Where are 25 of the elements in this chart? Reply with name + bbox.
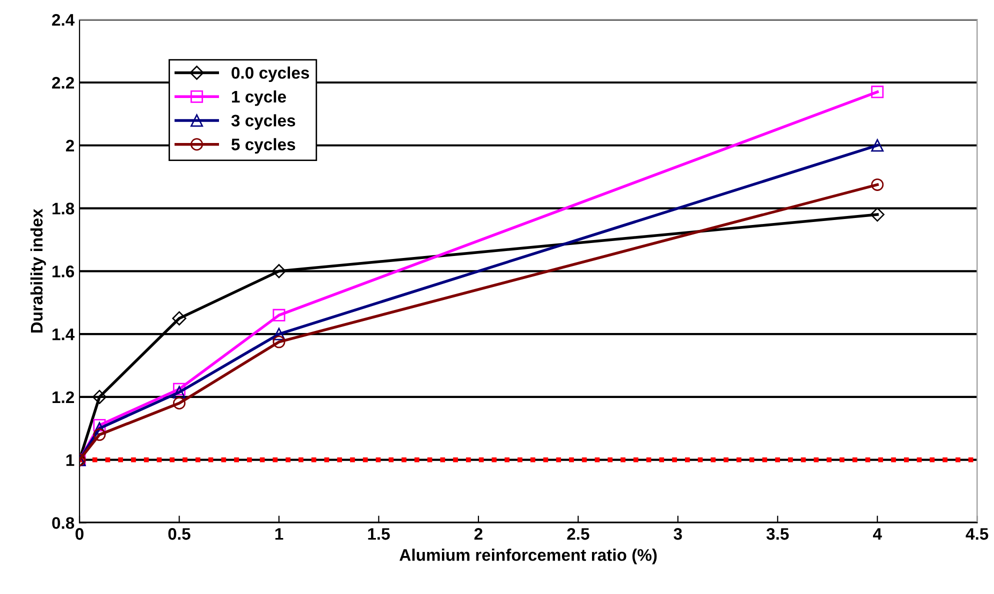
y-tick-label: 0.8: [52, 517, 74, 529]
x-tick-label: 3: [674, 528, 682, 540]
y-axis-title: Durability index: [30, 208, 46, 333]
y-tick-label: 1.4: [52, 328, 75, 340]
y-tick-label: 2.2: [52, 76, 74, 89]
y-tick-label: 1.2: [52, 391, 74, 403]
x-tick-label: 1.5: [368, 528, 390, 540]
y-tick-label: 1: [66, 454, 74, 466]
legend-label: 0.0 cycles: [232, 66, 310, 82]
y-tick-label: 1.8: [52, 202, 74, 214]
x-tick-label: 0.5: [168, 528, 190, 540]
y-tick-label: 1.6: [52, 266, 74, 278]
x-tick-label: 1: [275, 528, 284, 540]
x-axis-title: Alumium reinforcement ratio (%): [400, 548, 657, 564]
x-tick-label: 2: [474, 528, 482, 540]
x-tick-label: 3.5: [766, 528, 789, 540]
legend-label: 3 cycles: [231, 114, 296, 130]
y-tick-label: 2.4: [52, 14, 75, 26]
x-tick-label: 4: [872, 528, 882, 540]
legend-label: 1 cycle: [232, 90, 286, 106]
x-tick-label: 4.5: [966, 528, 988, 540]
legend-label: 5 cycles: [231, 138, 296, 154]
x-tick-label: 2.5: [567, 528, 590, 540]
x-tick-label: 0: [76, 528, 84, 540]
y-tick-label: 2: [66, 140, 74, 152]
